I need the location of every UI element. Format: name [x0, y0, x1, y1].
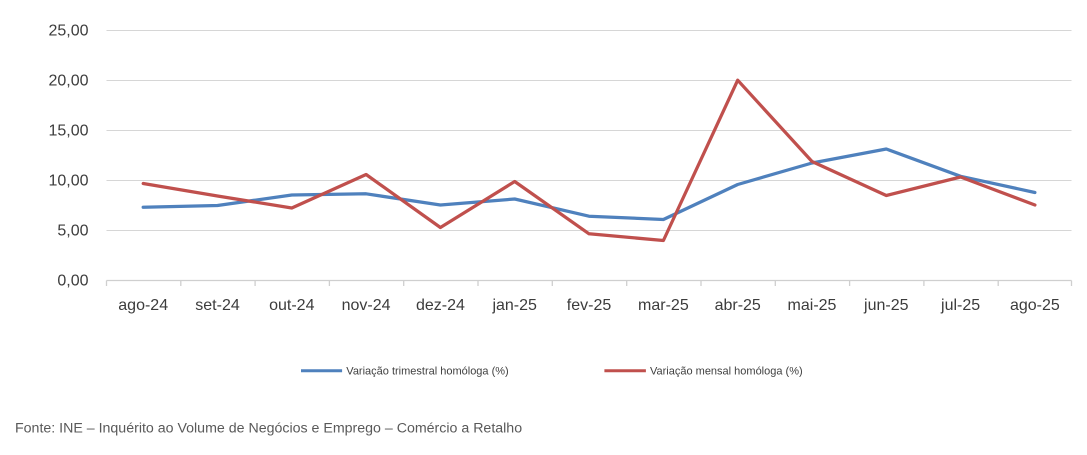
svg-text:5,00: 5,00 — [57, 223, 88, 240]
svg-text:abr-25: abr-25 — [715, 297, 761, 314]
svg-text:25,00: 25,00 — [48, 23, 88, 40]
svg-text:Variação trimestral homóloga (: Variação trimestral homóloga (%) — [346, 366, 508, 378]
svg-text:10,00: 10,00 — [48, 173, 88, 190]
svg-text:mai-25: mai-25 — [788, 297, 837, 314]
svg-text:jun-25: jun-25 — [863, 297, 909, 314]
svg-text:out-24: out-24 — [269, 297, 314, 314]
svg-text:15,00: 15,00 — [48, 123, 88, 140]
svg-text:0,00: 0,00 — [57, 273, 88, 290]
svg-text:nov-24: nov-24 — [342, 297, 391, 314]
svg-text:ago-24: ago-24 — [118, 297, 168, 314]
svg-text:Fonte: INE – Inquérito ao Volu: Fonte: INE – Inquérito ao Volume de Negó… — [15, 421, 522, 437]
svg-text:ago-25: ago-25 — [1010, 297, 1060, 314]
svg-text:jan-25: jan-25 — [491, 297, 537, 314]
svg-text:Variação mensal homóloga (%): Variação mensal homóloga (%) — [650, 366, 803, 378]
svg-text:dez-24: dez-24 — [416, 297, 465, 314]
svg-text:set-24: set-24 — [195, 297, 240, 314]
svg-text:fev-25: fev-25 — [567, 297, 612, 314]
svg-text:jul-25: jul-25 — [940, 297, 980, 314]
svg-text:20,00: 20,00 — [48, 73, 88, 90]
svg-text:mar-25: mar-25 — [638, 297, 689, 314]
